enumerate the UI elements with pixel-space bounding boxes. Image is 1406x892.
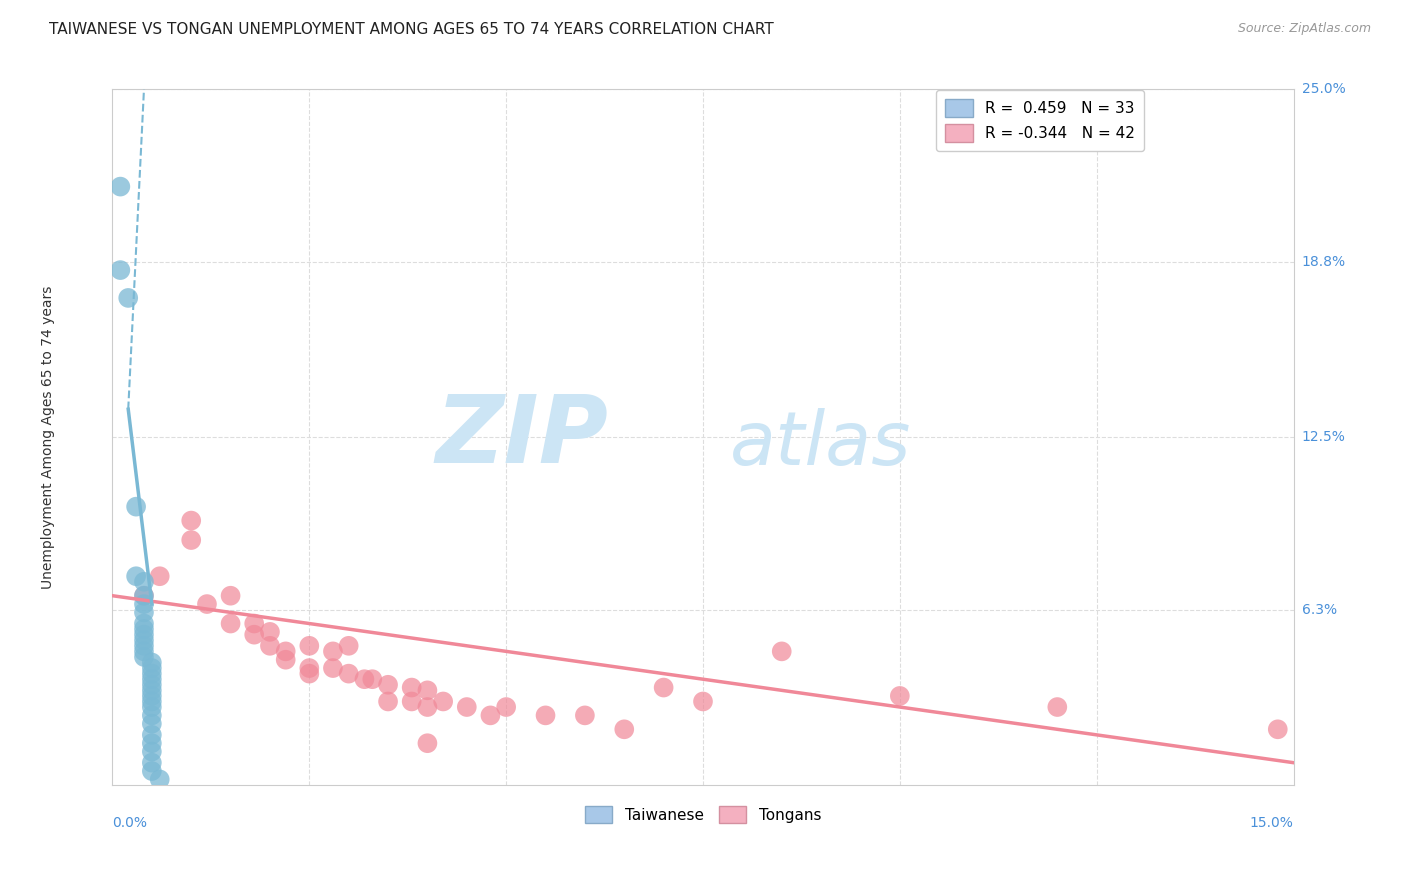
Text: 0.0%: 0.0% bbox=[112, 816, 148, 830]
Point bbox=[141, 700, 163, 714]
Point bbox=[141, 666, 163, 681]
Point bbox=[132, 616, 155, 631]
Point bbox=[132, 574, 155, 589]
Point bbox=[1267, 723, 1289, 737]
Point bbox=[219, 589, 242, 603]
Point bbox=[652, 681, 675, 695]
Point bbox=[141, 716, 163, 731]
Point bbox=[361, 672, 384, 686]
Point bbox=[416, 683, 439, 698]
Text: ZIP: ZIP bbox=[436, 391, 609, 483]
Point bbox=[456, 700, 478, 714]
Text: 18.8%: 18.8% bbox=[1302, 255, 1346, 268]
Point bbox=[274, 653, 297, 667]
Point bbox=[259, 639, 281, 653]
Point bbox=[613, 723, 636, 737]
Point bbox=[377, 694, 399, 708]
Point bbox=[132, 606, 155, 620]
Point bbox=[132, 644, 155, 658]
Point bbox=[353, 672, 375, 686]
Point bbox=[1046, 700, 1069, 714]
Text: 15.0%: 15.0% bbox=[1250, 816, 1294, 830]
Point bbox=[141, 756, 163, 770]
Point bbox=[298, 666, 321, 681]
Point bbox=[432, 694, 454, 708]
Point bbox=[574, 708, 596, 723]
Point bbox=[132, 649, 155, 664]
Point bbox=[298, 661, 321, 675]
Point bbox=[416, 736, 439, 750]
Point bbox=[110, 263, 132, 277]
Point bbox=[889, 689, 911, 703]
Point bbox=[110, 179, 132, 194]
Point bbox=[149, 772, 172, 787]
Point bbox=[141, 683, 163, 698]
Point bbox=[479, 708, 502, 723]
Point bbox=[219, 616, 242, 631]
Point bbox=[180, 514, 202, 528]
Point bbox=[132, 589, 155, 603]
Point bbox=[141, 708, 163, 723]
Point bbox=[243, 616, 266, 631]
Point bbox=[141, 745, 163, 759]
Point bbox=[132, 639, 155, 653]
Point bbox=[141, 736, 163, 750]
Text: 12.5%: 12.5% bbox=[1302, 430, 1346, 444]
Text: 25.0%: 25.0% bbox=[1302, 82, 1346, 96]
Point bbox=[141, 672, 163, 686]
Text: TAIWANESE VS TONGAN UNEMPLOYMENT AMONG AGES 65 TO 74 YEARS CORRELATION CHART: TAIWANESE VS TONGAN UNEMPLOYMENT AMONG A… bbox=[49, 22, 773, 37]
Point bbox=[243, 628, 266, 642]
Point bbox=[141, 728, 163, 742]
Point bbox=[125, 500, 148, 514]
Point bbox=[274, 644, 297, 658]
Point bbox=[141, 689, 163, 703]
Point bbox=[692, 694, 714, 708]
Point bbox=[322, 661, 344, 675]
Point bbox=[132, 633, 155, 648]
Point bbox=[141, 656, 163, 670]
Point bbox=[298, 639, 321, 653]
Point bbox=[141, 678, 163, 692]
Text: Unemployment Among Ages 65 to 74 years: Unemployment Among Ages 65 to 74 years bbox=[41, 285, 55, 589]
Point bbox=[416, 700, 439, 714]
Text: 6.3%: 6.3% bbox=[1302, 603, 1337, 616]
Point bbox=[132, 628, 155, 642]
Point bbox=[337, 666, 360, 681]
Point bbox=[149, 569, 172, 583]
Point bbox=[141, 661, 163, 675]
Point bbox=[180, 533, 202, 547]
Point bbox=[377, 678, 399, 692]
Point bbox=[770, 644, 793, 658]
Point bbox=[132, 589, 155, 603]
Point bbox=[322, 644, 344, 658]
Point bbox=[125, 569, 148, 583]
Point bbox=[132, 597, 155, 611]
Legend: R =  0.459   N = 33, R = -0.344   N = 42: R = 0.459 N = 33, R = -0.344 N = 42 bbox=[936, 90, 1144, 151]
Point bbox=[259, 624, 281, 639]
Point bbox=[401, 681, 423, 695]
Point bbox=[117, 291, 139, 305]
Point bbox=[534, 708, 557, 723]
Text: Source: ZipAtlas.com: Source: ZipAtlas.com bbox=[1237, 22, 1371, 36]
Point bbox=[141, 694, 163, 708]
Point bbox=[132, 622, 155, 636]
Point bbox=[337, 639, 360, 653]
Text: atlas: atlas bbox=[730, 408, 912, 480]
Point bbox=[401, 694, 423, 708]
Point bbox=[195, 597, 218, 611]
Point bbox=[495, 700, 517, 714]
Point bbox=[141, 764, 163, 778]
